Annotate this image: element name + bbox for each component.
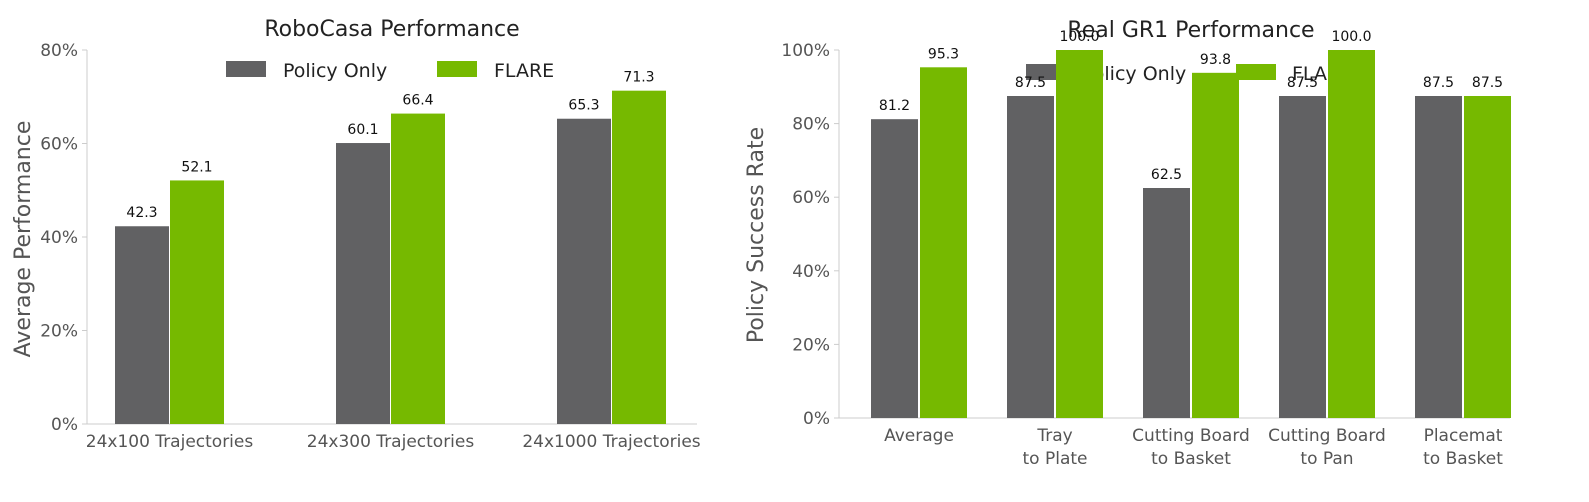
data-label: 81.2 [879, 98, 910, 114]
legend-swatch-flare [437, 61, 477, 77]
y-tick-label: 20% [40, 322, 78, 342]
bar [871, 119, 918, 419]
data-label: 100.0 [1059, 29, 1099, 45]
x-tick-label: Cutting Board to Pan [1268, 426, 1386, 469]
legend-swatch-policy-only [226, 61, 266, 77]
bar [115, 226, 169, 424]
bar [557, 118, 611, 424]
data-label: 87.5 [1287, 75, 1318, 91]
gr1-chart: Real GR1 Performance Policy Success Rate… [740, 0, 1589, 502]
bar [1279, 96, 1326, 418]
y-tick-label: 80% [40, 41, 78, 61]
data-label: 71.3 [623, 70, 654, 86]
legend-label-policy-only: Policy Only [283, 60, 387, 82]
y-axis-label: Policy Success Rate [744, 127, 769, 343]
legend-label-policy-only: Policy Only [1082, 63, 1186, 85]
bar [1415, 96, 1462, 418]
bar [170, 180, 224, 424]
bar [612, 90, 666, 425]
bar [1192, 72, 1239, 418]
y-axis-label: Average Performance [11, 121, 36, 358]
plot-area: 0% 20% 40% 60% 80% 100% 81.2 95.3 Average 87.5 100… [781, 29, 1511, 469]
data-label: 93.8 [1200, 52, 1231, 68]
bar [391, 113, 445, 424]
data-label: 95.3 [928, 46, 959, 62]
bar [920, 67, 967, 419]
data-label: 60.1 [347, 122, 378, 138]
y-tick-label: 40% [40, 228, 78, 248]
x-tick-label: Average [884, 426, 954, 446]
data-label: 52.1 [181, 159, 212, 175]
legend: Policy Only FLARE [226, 60, 554, 82]
data-label: 65.3 [568, 98, 599, 114]
y-tick-label: 60% [792, 188, 830, 208]
data-label: 100.0 [1331, 29, 1371, 45]
y-tick-label: 0% [803, 409, 830, 429]
x-tick-label: Cutting Board to Basket [1132, 426, 1250, 469]
bar [1143, 188, 1190, 418]
data-label: 66.4 [402, 93, 433, 109]
x-tick-label: 24x1000 Trajectories [522, 432, 700, 452]
bar [1328, 50, 1375, 418]
robocasa-chart-svg: RoboCasa Performance Average Performance… [11, 17, 701, 452]
y-tick-label: 0% [51, 415, 78, 435]
bar [336, 143, 390, 424]
y-tick-label: 20% [792, 335, 830, 355]
x-tick-label: 24x100 Trajectories [86, 432, 254, 452]
data-label: 62.5 [1151, 167, 1182, 183]
legend-swatch-flare [1236, 64, 1276, 80]
bar [1056, 50, 1103, 418]
chart-title: Real GR1 Performance [1067, 18, 1314, 43]
plot-area: 0% 20% 40% 60% 80% 42.3 52.1 24x100 Trajectorie… [40, 41, 701, 452]
x-tick-label: 24x300 Trajectories [307, 432, 475, 452]
legend-label-flare: FLARE [494, 60, 554, 82]
gr1-chart-svg: Real GR1 Performance Policy Success Rate… [744, 18, 1511, 469]
bar [1007, 96, 1054, 418]
x-tick-label: Placemat to Basket [1423, 426, 1503, 469]
x-tick-label: Tray to Plate [1023, 426, 1088, 469]
data-label: 87.5 [1472, 75, 1503, 91]
robocasa-chart: RoboCasa Performance Average Performance… [0, 0, 730, 502]
bar [1464, 96, 1511, 418]
data-label: 87.5 [1015, 75, 1046, 91]
y-tick-label: 80% [792, 115, 830, 135]
y-tick-label: 60% [40, 135, 78, 155]
data-label: 42.3 [126, 205, 157, 221]
chart-title: RoboCasa Performance [264, 17, 519, 42]
data-label: 87.5 [1423, 75, 1454, 91]
y-tick-label: 40% [792, 262, 830, 282]
y-tick-label: 100% [781, 41, 830, 61]
